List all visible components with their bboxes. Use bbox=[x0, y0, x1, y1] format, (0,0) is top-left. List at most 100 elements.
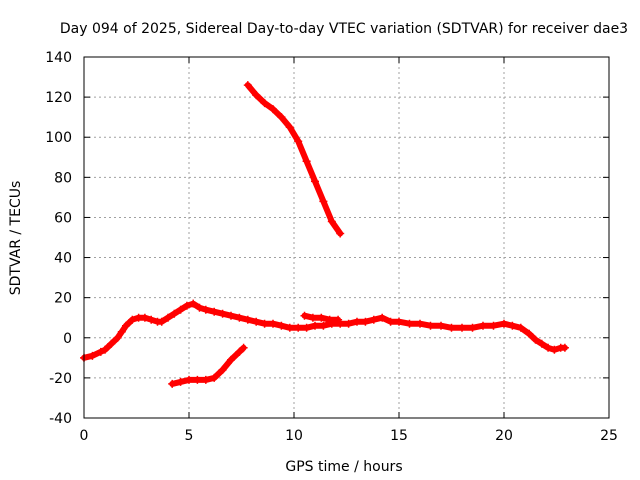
grid bbox=[84, 57, 609, 418]
series-line bbox=[81, 300, 568, 361]
data-point bbox=[164, 313, 172, 322]
data-point bbox=[243, 315, 252, 324]
x-tick-label: 25 bbox=[600, 428, 618, 444]
data-point bbox=[334, 315, 343, 324]
data-point bbox=[426, 321, 435, 330]
series-segment-lower bbox=[168, 343, 248, 388]
data-point bbox=[243, 81, 252, 90]
data-point bbox=[525, 329, 534, 338]
x-tick-label: 10 bbox=[285, 428, 303, 444]
data-point bbox=[227, 355, 235, 364]
data-point bbox=[311, 321, 319, 330]
data-point bbox=[311, 177, 319, 186]
data-point bbox=[336, 229, 345, 238]
data-point bbox=[193, 375, 202, 384]
y-tick-label: 0 bbox=[63, 331, 72, 347]
data-point bbox=[405, 319, 414, 328]
data-point bbox=[395, 317, 403, 326]
data-point bbox=[560, 343, 569, 352]
plot-frame bbox=[83, 56, 610, 419]
x-tick-label: 20 bbox=[495, 428, 513, 444]
data-point bbox=[210, 373, 219, 382]
series-line bbox=[169, 344, 247, 387]
data-point bbox=[122, 321, 130, 330]
data-point bbox=[537, 339, 546, 348]
data-point bbox=[170, 309, 179, 318]
data-point bbox=[168, 379, 177, 388]
data-point bbox=[128, 315, 137, 324]
data-point bbox=[101, 345, 109, 354]
data-point bbox=[252, 91, 261, 100]
data-point bbox=[269, 319, 277, 328]
data-point bbox=[235, 347, 244, 356]
data-point bbox=[157, 317, 166, 326]
y-tick-label: 20 bbox=[54, 291, 72, 307]
y-tick-label: -40 bbox=[49, 411, 72, 427]
data-point bbox=[300, 311, 309, 320]
data-point bbox=[189, 299, 198, 308]
data-point bbox=[176, 305, 185, 314]
y-tick-label: 140 bbox=[45, 50, 72, 66]
y-tick-label: 80 bbox=[54, 170, 72, 186]
data-point bbox=[317, 313, 326, 322]
x-axis-label: GPS time / hours bbox=[285, 459, 402, 475]
data-point bbox=[185, 375, 193, 384]
data-point bbox=[353, 317, 361, 326]
data-point bbox=[260, 319, 269, 328]
data-point bbox=[140, 313, 149, 322]
series-segment-mid bbox=[300, 311, 343, 324]
data-point bbox=[378, 313, 387, 322]
data-point bbox=[182, 301, 191, 310]
data-point bbox=[210, 307, 219, 316]
data-point bbox=[294, 323, 303, 332]
data-point bbox=[489, 321, 498, 330]
data-series bbox=[80, 81, 569, 388]
y-tick-label: -20 bbox=[49, 371, 72, 387]
data-point bbox=[277, 321, 286, 330]
data-point bbox=[508, 321, 517, 330]
data-point bbox=[195, 303, 204, 312]
data-point bbox=[369, 315, 378, 324]
data-point bbox=[147, 315, 156, 324]
data-point bbox=[327, 217, 336, 226]
data-point bbox=[285, 123, 294, 132]
data-point bbox=[277, 113, 286, 122]
data-point bbox=[117, 327, 126, 336]
x-tick-label: 0 bbox=[80, 428, 89, 444]
data-point bbox=[458, 323, 466, 332]
data-point bbox=[201, 375, 210, 384]
x-tick-label: 5 bbox=[185, 428, 194, 444]
data-point bbox=[416, 319, 424, 328]
data-point bbox=[252, 317, 261, 326]
data-point bbox=[302, 157, 311, 166]
y-tick-label: 100 bbox=[45, 130, 72, 146]
y-tick-label: 60 bbox=[54, 210, 72, 226]
data-point bbox=[218, 365, 227, 374]
data-point bbox=[269, 105, 277, 114]
data-point bbox=[113, 333, 122, 342]
series-main-track bbox=[80, 299, 569, 362]
data-point bbox=[344, 319, 353, 328]
x-tick-label: 15 bbox=[390, 428, 408, 444]
data-point bbox=[544, 343, 553, 352]
y-tick-label: 40 bbox=[54, 251, 72, 267]
y-tick-label: 120 bbox=[45, 90, 72, 106]
data-point bbox=[319, 197, 328, 206]
data-point bbox=[361, 317, 370, 326]
data-point bbox=[516, 323, 525, 332]
data-point bbox=[285, 323, 294, 332]
data-point bbox=[218, 309, 227, 318]
data-point bbox=[239, 343, 248, 352]
data-point bbox=[227, 311, 235, 320]
series-line bbox=[244, 82, 344, 237]
data-point bbox=[531, 335, 540, 344]
data-point bbox=[88, 351, 97, 360]
data-point bbox=[308, 313, 317, 322]
data-point bbox=[447, 323, 456, 332]
data-point bbox=[500, 319, 508, 328]
chart-title: Day 094 of 2025, Sidereal Day-to-day VTE… bbox=[60, 21, 628, 37]
data-point bbox=[294, 137, 303, 146]
data-point bbox=[386, 317, 395, 326]
axis-ticks: 0 5 10 15 20 25 -40 -20 0 20 40 60 80 100 120 140 bbox=[45, 50, 618, 444]
